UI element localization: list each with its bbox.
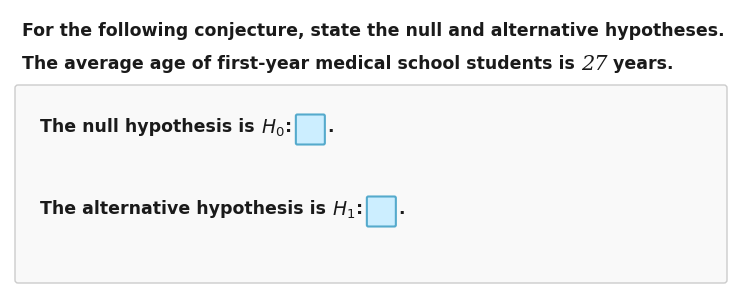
Text: .: . [327, 118, 334, 136]
Text: The null hypothesis is: The null hypothesis is [40, 118, 260, 136]
Text: $H_1$: $H_1$ [332, 200, 355, 221]
FancyBboxPatch shape [15, 85, 727, 283]
Text: :: : [285, 118, 292, 136]
Text: .: . [398, 200, 405, 218]
Text: years.: years. [608, 55, 674, 73]
Text: :: : [356, 200, 364, 218]
Text: For the following conjecture, state the null and alternative hypotheses.: For the following conjecture, state the … [22, 22, 725, 40]
Text: 27: 27 [581, 55, 608, 74]
Text: The alternative hypothesis is: The alternative hypothesis is [40, 200, 332, 218]
FancyBboxPatch shape [296, 115, 325, 144]
FancyBboxPatch shape [367, 197, 395, 226]
Text: $H_0$: $H_0$ [260, 118, 284, 139]
Text: The average age of first-year medical school students is: The average age of first-year medical sc… [22, 55, 581, 73]
